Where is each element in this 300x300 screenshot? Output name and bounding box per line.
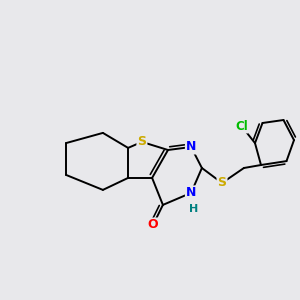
Text: N: N	[186, 186, 196, 200]
Text: S: S	[218, 176, 226, 190]
Text: Cl: Cl	[235, 119, 248, 133]
Text: H: H	[190, 203, 199, 214]
Text: N: N	[186, 140, 196, 154]
Text: S: S	[137, 135, 146, 148]
Text: O: O	[148, 218, 158, 232]
